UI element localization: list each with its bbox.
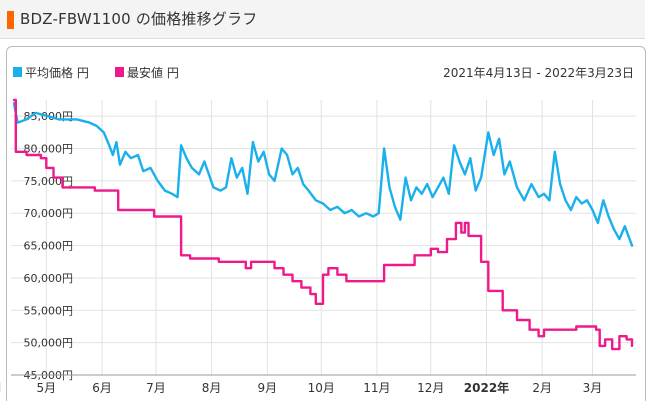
y-tick-label: 55,000円 [24, 304, 74, 317]
y-tick-label: 60,000円 [24, 272, 74, 285]
y-tick-label: 50,000円 [24, 337, 74, 350]
legend-min-swatch [115, 67, 124, 77]
x-tick-label: 7月 [146, 381, 166, 395]
legend-min-label: 最安値 円 [127, 65, 179, 80]
series-line-average [12, 102, 634, 247]
x-tick-label: 5月 [37, 381, 57, 395]
x-tick-label: 6月 [92, 381, 112, 395]
page-title: BDZ-FBW1100 の価格推移グラフ [20, 10, 258, 28]
date-range: 2021年4月13日 - 2022年3月23日 [443, 66, 634, 80]
x-tick-label: 2022年 [464, 380, 509, 395]
page-header: BDZ-FBW1100 の価格推移グラフ [0, 0, 645, 39]
x-tick-label: 8月 [202, 381, 222, 395]
x-tick-label: 3月 [583, 381, 603, 395]
x-tick-label: 10月 [308, 381, 335, 395]
header-accent-bar [7, 11, 14, 29]
x-tick-label: 4月 [0, 381, 2, 395]
chart-panel [6, 46, 646, 401]
x-tick-label: 9月 [257, 381, 277, 395]
y-tick-label: 70,000円 [24, 207, 74, 220]
legend-avg-swatch [13, 67, 22, 77]
x-tick-label: 12月 [417, 381, 444, 395]
y-tick-label: 65,000円 [24, 240, 74, 253]
series-line-lowest [12, 98, 634, 351]
x-tick-label: 11月 [363, 381, 390, 395]
legend-avg-label: 平均価格 円 [25, 65, 89, 80]
y-tick-label: 75,000円 [24, 175, 74, 188]
y-tick-label: 80,000円 [24, 143, 74, 156]
x-tick-label: 2月 [532, 381, 552, 395]
